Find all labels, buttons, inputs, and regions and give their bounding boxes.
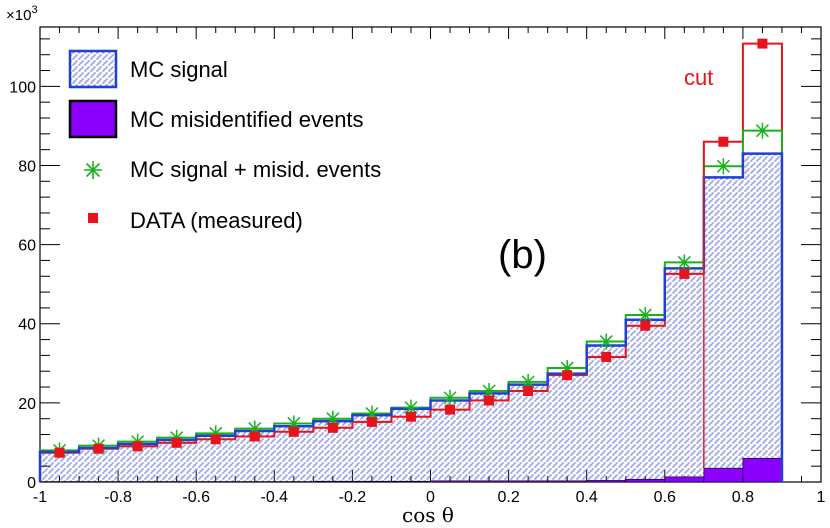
y-tick-label: 60 bbox=[18, 238, 36, 255]
mc-misid-bar bbox=[742, 457, 783, 483]
mc-misid-bar bbox=[391, 480, 431, 483]
mc-signal-bar bbox=[625, 319, 665, 482]
mc-misid-bar bbox=[664, 476, 705, 483]
data-point bbox=[171, 437, 182, 448]
mc-misid-bar bbox=[703, 467, 744, 483]
x-tick-label: 1 bbox=[817, 489, 826, 506]
mc-sum-marker bbox=[754, 122, 771, 139]
data-point bbox=[679, 268, 690, 279]
cut-label: cut bbox=[684, 65, 713, 90]
data-point bbox=[562, 370, 573, 381]
data-point bbox=[718, 136, 729, 147]
mc-signal-bar bbox=[703, 177, 743, 482]
mc-sum-marker bbox=[676, 254, 693, 271]
mc-signal-bar bbox=[664, 268, 704, 482]
legend-label-data: DATA (measured) bbox=[130, 208, 303, 233]
mc-misid-bar bbox=[313, 480, 353, 483]
x-tick-label: 0.2 bbox=[497, 489, 519, 506]
legend-label-mc-signal: MC signal bbox=[130, 57, 228, 82]
y-axis-multiplier: ×103 bbox=[6, 4, 38, 24]
mc-signal-bar bbox=[742, 153, 782, 482]
x-tick-label: -0.4 bbox=[261, 489, 289, 506]
legend-entry-data: DATA (measured) bbox=[88, 208, 303, 233]
y-tick-label: 80 bbox=[18, 158, 36, 175]
mc-misid-bar bbox=[508, 480, 548, 483]
y-tick-label: 0 bbox=[27, 475, 36, 492]
mc-sum-marker bbox=[442, 389, 459, 406]
data-point bbox=[484, 395, 495, 406]
data-point bbox=[445, 404, 456, 415]
data-point bbox=[405, 411, 416, 422]
legend-entry-mc-sum: MC signal + misid. events bbox=[84, 157, 381, 182]
x-tick-label: -0.6 bbox=[182, 489, 210, 506]
y-axis-multiplier-exponent: 3 bbox=[31, 4, 37, 16]
mc-signal-fill bbox=[40, 153, 782, 482]
panel-label: (b) bbox=[498, 233, 547, 277]
y-tick-label: 40 bbox=[18, 317, 36, 334]
x-tick-label: 0 bbox=[426, 489, 435, 506]
legend-marker-star bbox=[84, 161, 102, 179]
x-tick-labels: -1 -0.8 -0.6 -0.4 -0.2 0 0.2 0.4 0.6 0.8 1 bbox=[33, 489, 826, 506]
legend-swatch-mc-signal bbox=[68, 49, 118, 89]
x-tick-label: 0.8 bbox=[732, 489, 754, 506]
x-tick-label: -0.8 bbox=[104, 489, 132, 506]
mc-signal-bar bbox=[586, 345, 626, 482]
data-point bbox=[327, 422, 338, 433]
legend-label-mc-sum: MC signal + misid. events bbox=[130, 157, 381, 182]
mc-misid-bar bbox=[469, 480, 509, 483]
data-point bbox=[132, 441, 143, 452]
mc-misid-bar bbox=[352, 480, 392, 483]
x-tick-label: -0.2 bbox=[339, 489, 367, 506]
data-markers bbox=[54, 38, 768, 458]
mc-signal-bar bbox=[469, 393, 509, 482]
mc-signal-bar bbox=[508, 384, 548, 482]
data-point bbox=[93, 443, 104, 454]
data-point bbox=[54, 447, 65, 458]
legend-label-mc-misid: MC misidentified events bbox=[130, 107, 364, 132]
mc-sum-marker bbox=[715, 158, 732, 175]
data-point bbox=[288, 426, 299, 437]
x-axis-title: cos θ bbox=[402, 503, 454, 527]
x-tick-label: 0.4 bbox=[576, 489, 598, 506]
y-tick-labels: 0 20 40 60 80 100 bbox=[9, 79, 36, 492]
data-point bbox=[366, 416, 377, 427]
mc-misid-fill bbox=[39, 457, 783, 483]
data-point bbox=[523, 386, 534, 396]
mc-misid-bar bbox=[586, 480, 627, 483]
y-tick-label: 100 bbox=[9, 79, 36, 96]
legend-swatch-mc-misid bbox=[68, 99, 118, 139]
data-point bbox=[640, 320, 651, 331]
legend: MC signal MC misidentified events MC sig… bbox=[68, 49, 381, 233]
mc-misid-bar bbox=[547, 480, 588, 483]
data-point bbox=[757, 38, 768, 49]
legend-entry-mc-signal: MC signal bbox=[68, 49, 228, 89]
data-point bbox=[249, 431, 260, 442]
legend-marker-square bbox=[88, 213, 98, 223]
legend-entry-mc-misid: MC misidentified events bbox=[68, 99, 364, 139]
mc-misid-bar bbox=[625, 478, 666, 483]
mc-misid-bar bbox=[430, 480, 470, 483]
y-tick-label: 20 bbox=[18, 396, 36, 413]
mc-signal-bar bbox=[547, 373, 587, 482]
x-tick-label: 0.6 bbox=[654, 489, 676, 506]
x-tick-label: -1 bbox=[33, 489, 47, 506]
data-point bbox=[601, 351, 612, 362]
mc-sum-marker bbox=[598, 333, 615, 350]
data-point bbox=[210, 434, 221, 445]
mc-sum-marker bbox=[637, 307, 654, 324]
